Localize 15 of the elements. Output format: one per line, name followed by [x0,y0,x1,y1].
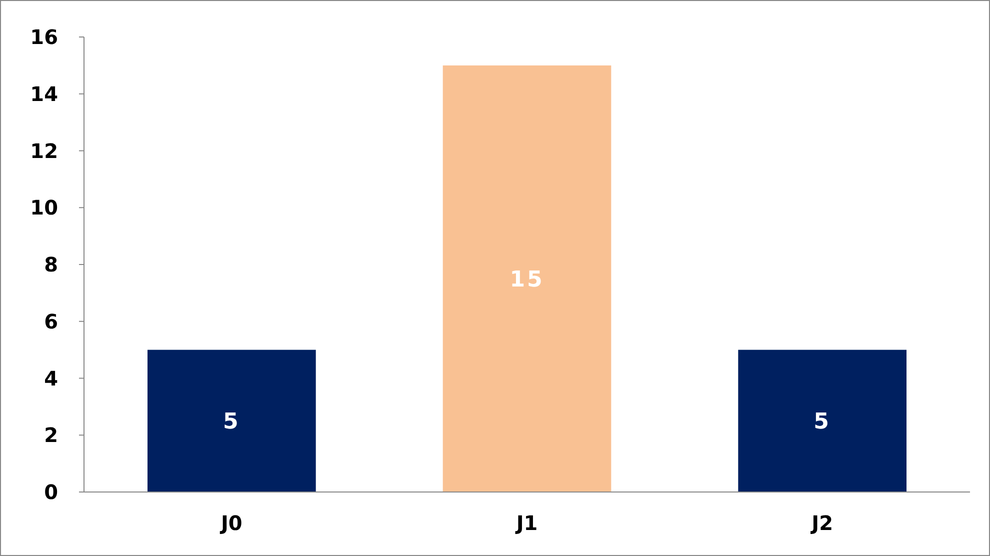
y-tick-label: 10 [30,196,58,220]
data-label: 15 [510,267,544,292]
x-tick-label: J0 [218,511,242,535]
x-tick-label: J2 [810,511,834,535]
x-tick-label: J1 [514,511,538,535]
y-tick-label: 14 [30,82,58,106]
y-tick-label: 0 [44,480,58,504]
data-label: 5 [223,410,240,435]
y-tick-label: 8 [44,252,58,276]
y-tick-label: 6 [44,309,58,334]
y-tick-label: 2 [44,423,58,448]
y-tick-label: 4 [44,366,58,390]
y-tick-label: 12 [30,138,58,163]
data-label: 5 [814,410,831,435]
y-tick-label: 16 [30,25,58,49]
